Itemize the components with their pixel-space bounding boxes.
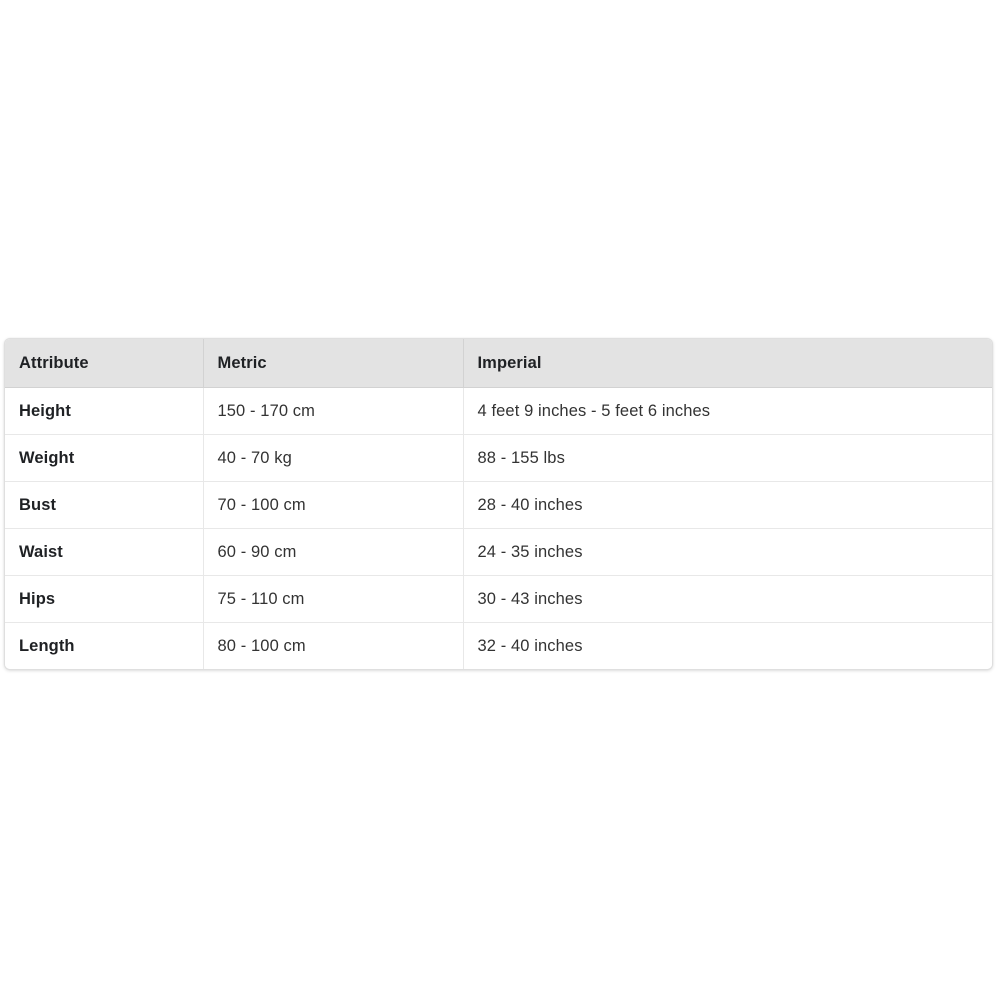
column-header-imperial: Imperial [463,339,992,388]
table-row: Waist 60 - 90 cm 24 - 35 inches [5,528,992,576]
table-row: Hips 75 - 110 cm 30 - 43 inches [5,575,992,623]
cell-attribute: Height [5,387,204,435]
cell-metric: 150 - 170 cm [203,387,464,435]
cell-metric: 60 - 90 cm [203,528,464,576]
cell-imperial: 28 - 40 inches [463,481,992,529]
cell-attribute: Waist [5,528,204,576]
size-measurement-table-card: Attribute Metric Imperial Height 150 - 1… [4,338,993,670]
table-row: Length 80 - 100 cm 32 - 40 inches [5,622,992,669]
cell-metric: 70 - 100 cm [203,481,464,529]
table-row: Height 150 - 170 cm 4 feet 9 inches - 5 … [5,387,992,435]
cell-attribute: Length [5,622,204,669]
cell-metric: 75 - 110 cm [203,575,464,623]
column-header-attribute: Attribute [5,339,204,388]
cell-attribute: Hips [5,575,204,623]
size-measurement-table: Attribute Metric Imperial Height 150 - 1… [5,339,992,669]
table-body: Height 150 - 170 cm 4 feet 9 inches - 5 … [5,387,992,669]
cell-imperial: 4 feet 9 inches - 5 feet 6 inches [463,387,992,435]
table-header-row: Attribute Metric Imperial [5,339,992,388]
cell-attribute: Bust [5,481,204,529]
cell-imperial: 30 - 43 inches [463,575,992,623]
table-row: Bust 70 - 100 cm 28 - 40 inches [5,481,992,529]
cell-imperial: 32 - 40 inches [463,622,992,669]
cell-imperial: 88 - 155 lbs [463,434,992,482]
table-row: Weight 40 - 70 kg 88 - 155 lbs [5,434,992,482]
cell-attribute: Weight [5,434,204,482]
column-header-metric: Metric [203,339,464,388]
cell-metric: 80 - 100 cm [203,622,464,669]
cell-metric: 40 - 70 kg [203,434,464,482]
cell-imperial: 24 - 35 inches [463,528,992,576]
table-header: Attribute Metric Imperial [5,339,992,388]
